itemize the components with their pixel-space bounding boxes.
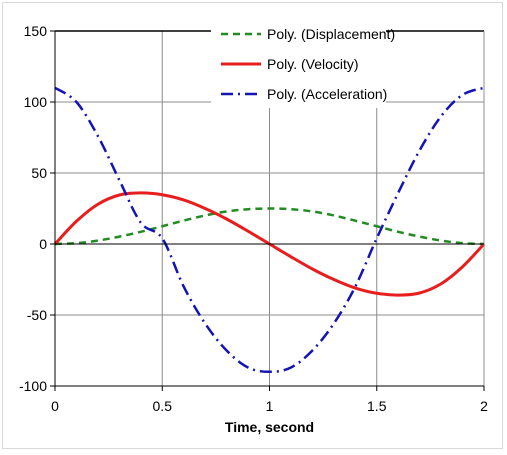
series-line-3 bbox=[54, 86, 485, 374]
legend-label-2: Poly. (Velocity) bbox=[267, 56, 359, 72]
y-tick-label: 50 bbox=[31, 165, 47, 181]
y-tick-label: 0 bbox=[39, 236, 47, 252]
series-line-1 bbox=[54, 207, 485, 246]
x-tick-label: 1 bbox=[266, 398, 274, 414]
y-tick-label: -100 bbox=[19, 378, 47, 394]
chart-frame: 0 0.5 1 1.5 2 -100 -50 0 50 100 150 Time, second … bbox=[2, 2, 503, 449]
x-tick-label: 0 bbox=[51, 398, 59, 414]
y-tick-label: 100 bbox=[24, 94, 48, 110]
legend-label-3: Poly. (Acceleration) bbox=[267, 86, 387, 102]
y-tick-label: -50 bbox=[27, 307, 47, 323]
y-tick-labels: -100 -50 0 50 100 150 bbox=[19, 23, 47, 394]
x-axis-label: Time, second bbox=[225, 419, 314, 435]
x-tick-label: 1.5 bbox=[367, 398, 387, 414]
x-tick-label: 0.5 bbox=[153, 398, 173, 414]
x-tick-label: 2 bbox=[480, 398, 488, 414]
legend-label-1: Poly. (Displacement) bbox=[267, 26, 395, 42]
y-tick-label: 150 bbox=[24, 23, 48, 39]
legend: Poly. (Displacement) Poly. (Velocity) Poly… bbox=[211, 20, 395, 108]
x-tick-labels: 0 0.5 1 1.5 2 bbox=[51, 398, 488, 414]
